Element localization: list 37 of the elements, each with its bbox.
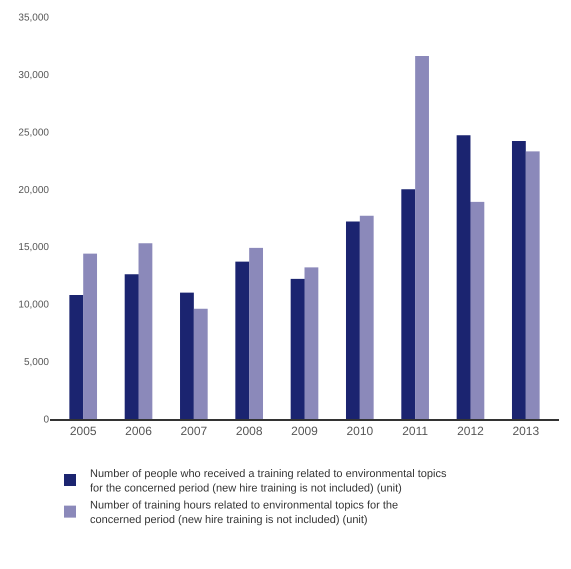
y-tick-label: 10,000 [18, 300, 50, 311]
bar [304, 267, 318, 419]
y-tick-label: 30,000 [18, 70, 50, 81]
legend-label: Number of people who received a training related to environmental topics for the concerned period (new hire training is not included) (unit) [90, 468, 447, 494]
y-tick-label: 35,000 [18, 12, 50, 24]
x-tick-label: 2005 [70, 424, 97, 438]
bar [401, 189, 416, 419]
x-tick-label: 2010 [346, 424, 374, 438]
x-tick-label: 2012 [457, 424, 484, 438]
bar [83, 254, 98, 419]
x-tick-label: 2007 [180, 424, 208, 438]
y-tick-label: 25,000 [18, 127, 50, 138]
x-tick-label: 2006 [125, 424, 152, 438]
bar [346, 221, 360, 419]
y-tick-label: 15,000 [18, 242, 50, 254]
bar [124, 274, 139, 419]
y-tick-label: 0 [43, 414, 50, 426]
y-tick-label: 20,000 [18, 184, 50, 196]
bar [235, 262, 250, 419]
y-tick-label: 5,000 [24, 357, 50, 368]
bar [415, 56, 429, 419]
x-tick-label: 2008 [236, 424, 263, 438]
bar [512, 141, 526, 419]
bar [470, 202, 484, 419]
bar [360, 216, 374, 419]
bar [526, 151, 540, 419]
bar [194, 308, 208, 419]
bar [138, 243, 152, 419]
bar [290, 278, 304, 419]
x-tick-label: 2011 [402, 424, 428, 438]
bar [180, 292, 194, 419]
x-tick-label: 2013 [512, 424, 540, 438]
legend-label: Number of training hours related to environmental topics for the concerned period (new hire training is not included) (unit) [90, 500, 398, 526]
bar [249, 248, 264, 419]
bar [456, 135, 470, 419]
x-tick-label: 2009 [291, 424, 318, 438]
bar [69, 294, 84, 419]
